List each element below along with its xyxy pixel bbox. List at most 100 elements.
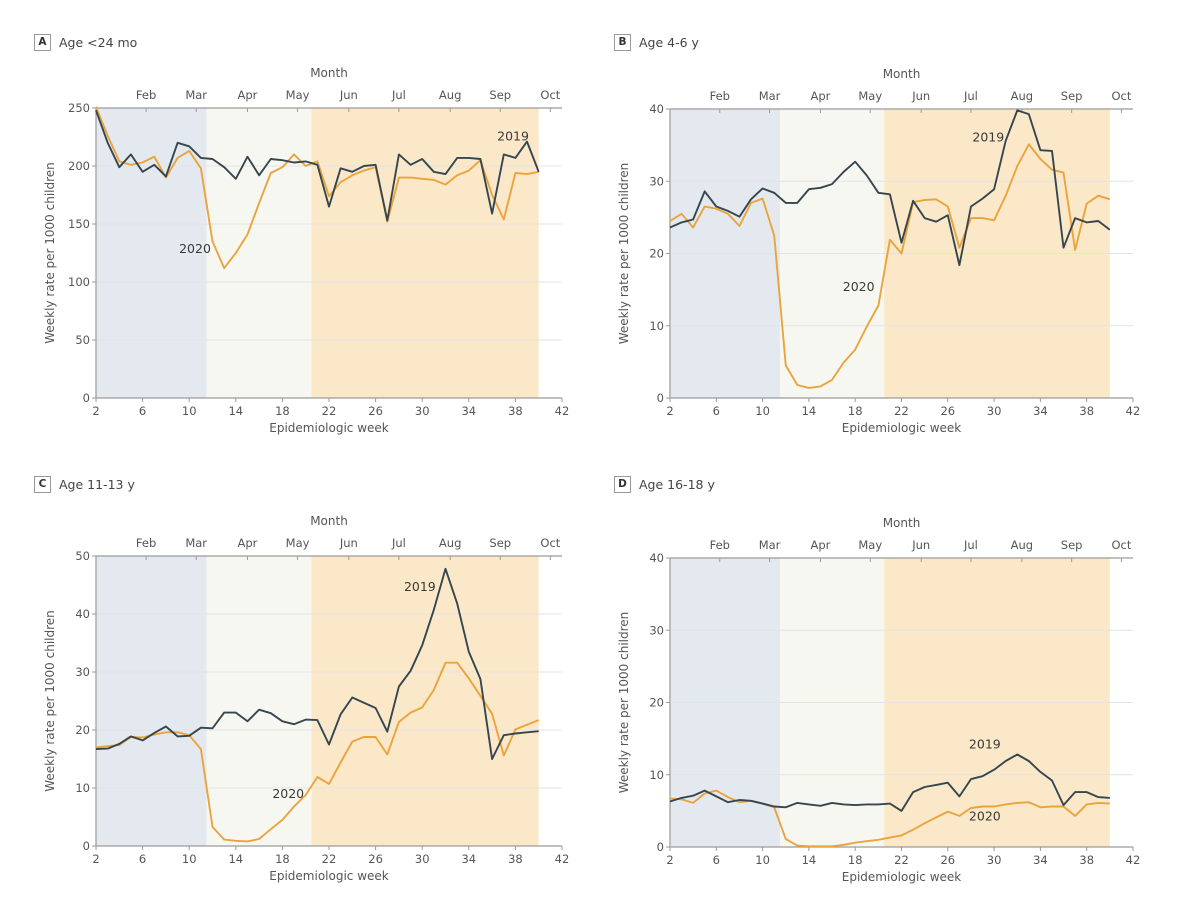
panel-a-month-label-mar: Mar [185, 88, 207, 102]
panel-b-month-label-apr: Apr [811, 89, 831, 103]
panel-c-point-2019 [444, 568, 446, 570]
panel-d-point-2019 [877, 803, 879, 805]
panel-a-point-2020 [176, 157, 178, 159]
panel-d-point-2019 [1097, 796, 1099, 798]
panel-a-month-label-may: May [286, 88, 310, 102]
panel-b-point-2019 [785, 202, 787, 204]
panel-c-y-axis-title: Weekly rate per 1000 children [43, 610, 57, 792]
panel-c-point-2019 [118, 743, 120, 745]
panel-c-point-2020 [258, 838, 260, 840]
panel-b-point-2020 [1086, 202, 1088, 204]
panel-c-point-2020 [479, 695, 481, 697]
panel-d-point-2020 [773, 806, 775, 808]
panel-d-x-tick-label: 42 [1126, 853, 1141, 867]
panel-a-point-2019 [374, 164, 376, 166]
panel-c-month-label-aug: Aug [439, 536, 461, 550]
panel-b-point-2019 [1004, 140, 1006, 142]
panel-b-point-2020 [1016, 165, 1018, 167]
panel-d-x-tick-label: 38 [1079, 853, 1094, 867]
panel-d-point-2019 [1062, 804, 1064, 806]
panel-d-x-axis-title: Epidemiologic week [842, 870, 962, 884]
panel-b-point-2019 [704, 190, 706, 192]
panel-b-point-2020 [1028, 143, 1030, 145]
panel-d-point-2019 [1004, 760, 1006, 762]
panel-d-series-label-2020: 2020 [969, 808, 1001, 823]
panel-c-point-2020 [130, 736, 132, 738]
panel-a-x-axis-title: Epidemiologic week [269, 421, 389, 435]
panel-d-y-tick-label: 40 [649, 551, 664, 565]
panel-a-point-2020 [293, 153, 295, 155]
panel-d-y-tick-label: 20 [649, 696, 664, 710]
panel-a-point-2020 [468, 169, 470, 171]
panel-d-point-2019 [854, 804, 856, 806]
panel-d-band-lockdown [779, 558, 885, 847]
panel-c-point-2020 [153, 733, 155, 735]
panel-a-band-reopening [311, 108, 539, 398]
panel-c-line-2020 [95, 661, 540, 843]
panel-a-point-2019 [491, 212, 493, 214]
panel-a-series-label-2020: 2020 [179, 241, 211, 256]
panel-c-month-label-apr: Apr [237, 536, 257, 550]
panel-d-point-2019 [1016, 753, 1018, 755]
panel-b-point-2020 [692, 226, 694, 228]
panel-c-x-tick-label: 2 [92, 852, 99, 866]
panel-b-point-2019 [692, 218, 694, 220]
panel-c-point-2019 [456, 602, 458, 604]
panel-b-month-label-jun: Jun [911, 89, 930, 103]
panel-b-x-tick-label: 34 [1033, 404, 1048, 418]
panel-a-point-2020 [456, 174, 458, 176]
panel-d-point-2020 [680, 798, 682, 800]
panel-b-point-2019 [1028, 113, 1030, 115]
panel-c-x-axis-title: Epidemiologic week [269, 869, 389, 883]
panel-b-x-tick-label: 38 [1079, 404, 1094, 418]
panel-a-x-tick-label: 6 [139, 404, 146, 418]
panel-d-point-2019 [981, 775, 983, 777]
panel-a-point-2020 [363, 169, 365, 171]
panel-a-point-2020 [95, 106, 97, 108]
panel-b-point-2019 [923, 217, 925, 219]
panel-a-point-2020 [514, 172, 516, 174]
panel-c-point-2019 [374, 707, 376, 709]
panel-d-point-2020 [1097, 802, 1099, 804]
panel-d-month-label-feb: Feb [710, 538, 730, 552]
panel-b-point-2020 [1097, 195, 1099, 197]
panel-c-point-2020 [386, 753, 388, 755]
panel-a-title-text: Age <24 mo [59, 35, 138, 50]
panel-c-x-tick-label: 38 [508, 852, 523, 866]
panel-c-point-2020 [374, 736, 376, 738]
panel-d-point-2020 [981, 805, 983, 807]
panel-a-point-2020 [398, 176, 400, 178]
panel-c-point-2020 [433, 689, 435, 691]
panel-a-y-tick-label: 250 [68, 101, 90, 115]
panel-a-point-2019 [538, 171, 540, 173]
panel-b-month-label-aug: Aug [1011, 89, 1033, 103]
panel-a-point-2020 [141, 161, 143, 163]
panel-b-point-2019 [935, 221, 937, 223]
panel-c-point-2019 [386, 731, 388, 733]
panel-a-x-tick-label: 38 [508, 404, 523, 418]
panel-b-month-label-may: May [858, 89, 882, 103]
panel-d-point-2020 [715, 789, 717, 791]
panel-c-band-pre-pandemic [96, 556, 207, 846]
panel-d-point-2020 [866, 840, 868, 842]
panel-c-point-2020 [200, 748, 202, 750]
panel-a-point-2019 [141, 171, 143, 173]
panel-c-series-label-2020: 2020 [272, 786, 304, 801]
panel-b-point-2019 [669, 226, 671, 228]
panel-b-x-tick-label: 22 [894, 404, 909, 418]
panel-c-point-2020 [95, 746, 97, 748]
panel-d-point-2019 [993, 768, 995, 770]
panel-d-x-tick-label: 34 [1033, 853, 1048, 867]
panel-c-point-2020 [444, 662, 446, 664]
panel-b-point-2019 [761, 187, 763, 189]
panel-c-point-2020 [421, 706, 423, 708]
panel-a-x-tick-label: 22 [322, 404, 337, 418]
panel-d-point-2020 [947, 810, 949, 812]
panel-d-y-tick-label: 10 [649, 768, 664, 782]
panel-a-x-tick-label: 2 [92, 404, 99, 418]
panel-a-month-label-oct: Oct [540, 88, 560, 102]
panel-b-point-2019 [715, 205, 717, 207]
panel-b-point-2019 [808, 188, 810, 190]
panel-b-x-tick-label: 10 [755, 404, 770, 418]
